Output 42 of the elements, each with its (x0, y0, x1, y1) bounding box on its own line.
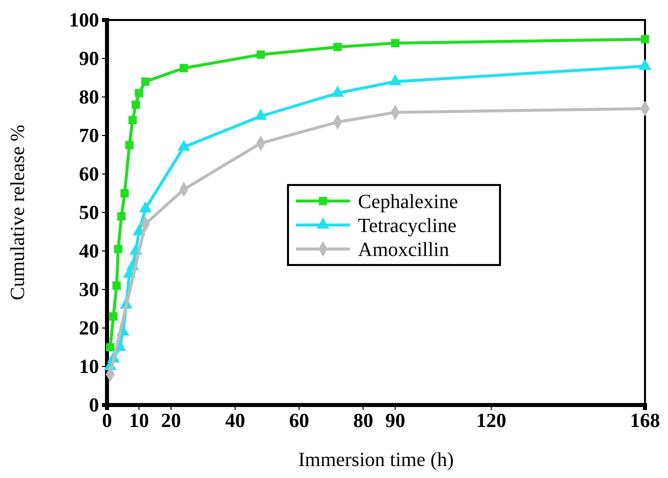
x-tick-label: 120 (476, 410, 506, 432)
x-axis-title: Immersion time (h) (298, 449, 454, 471)
point (141, 77, 150, 86)
x-tick-label: 20 (161, 410, 182, 432)
y-tick-label: 30 (79, 278, 99, 301)
x-tick-label: 90 (385, 410, 406, 432)
point (180, 64, 188, 72)
point (134, 88, 144, 98)
legend-label: Tetracycline (358, 215, 457, 237)
y-tick-label: 90 (79, 48, 99, 70)
point (120, 189, 129, 198)
x-tick-label: 10 (129, 410, 150, 432)
y-tick-label: 80 (79, 86, 99, 108)
point (178, 140, 190, 151)
point (117, 212, 126, 221)
point (132, 100, 140, 109)
y-axis-title: Cumulative release % (7, 124, 29, 300)
point (112, 281, 121, 290)
legend-label: Cephalexine (358, 191, 458, 213)
y-tick-label: 10 (79, 356, 99, 378)
y-tick-label: 100 (69, 9, 99, 32)
x-tick-label: 168 (630, 410, 660, 432)
point (128, 116, 137, 124)
y-tick-label: 0 (89, 394, 99, 416)
point (333, 42, 342, 52)
point (114, 244, 122, 254)
point (640, 35, 650, 44)
y-tick-label: 20 (79, 317, 99, 340)
point (139, 201, 152, 212)
y-tick-label: 50 (79, 202, 99, 224)
point (391, 38, 400, 48)
point (256, 50, 265, 59)
x-tick-label: 40 (225, 410, 246, 432)
point (125, 140, 134, 150)
y-tick-label: 70 (79, 124, 99, 147)
x-tick-label: 60 (289, 410, 310, 432)
y-tick-label: 60 (79, 163, 99, 186)
point (106, 343, 114, 352)
legend-label: Amoxcillin (358, 239, 450, 261)
y-tick-label: 40 (79, 240, 99, 262)
point (109, 312, 118, 321)
x-tick-label: 80 (353, 410, 374, 432)
